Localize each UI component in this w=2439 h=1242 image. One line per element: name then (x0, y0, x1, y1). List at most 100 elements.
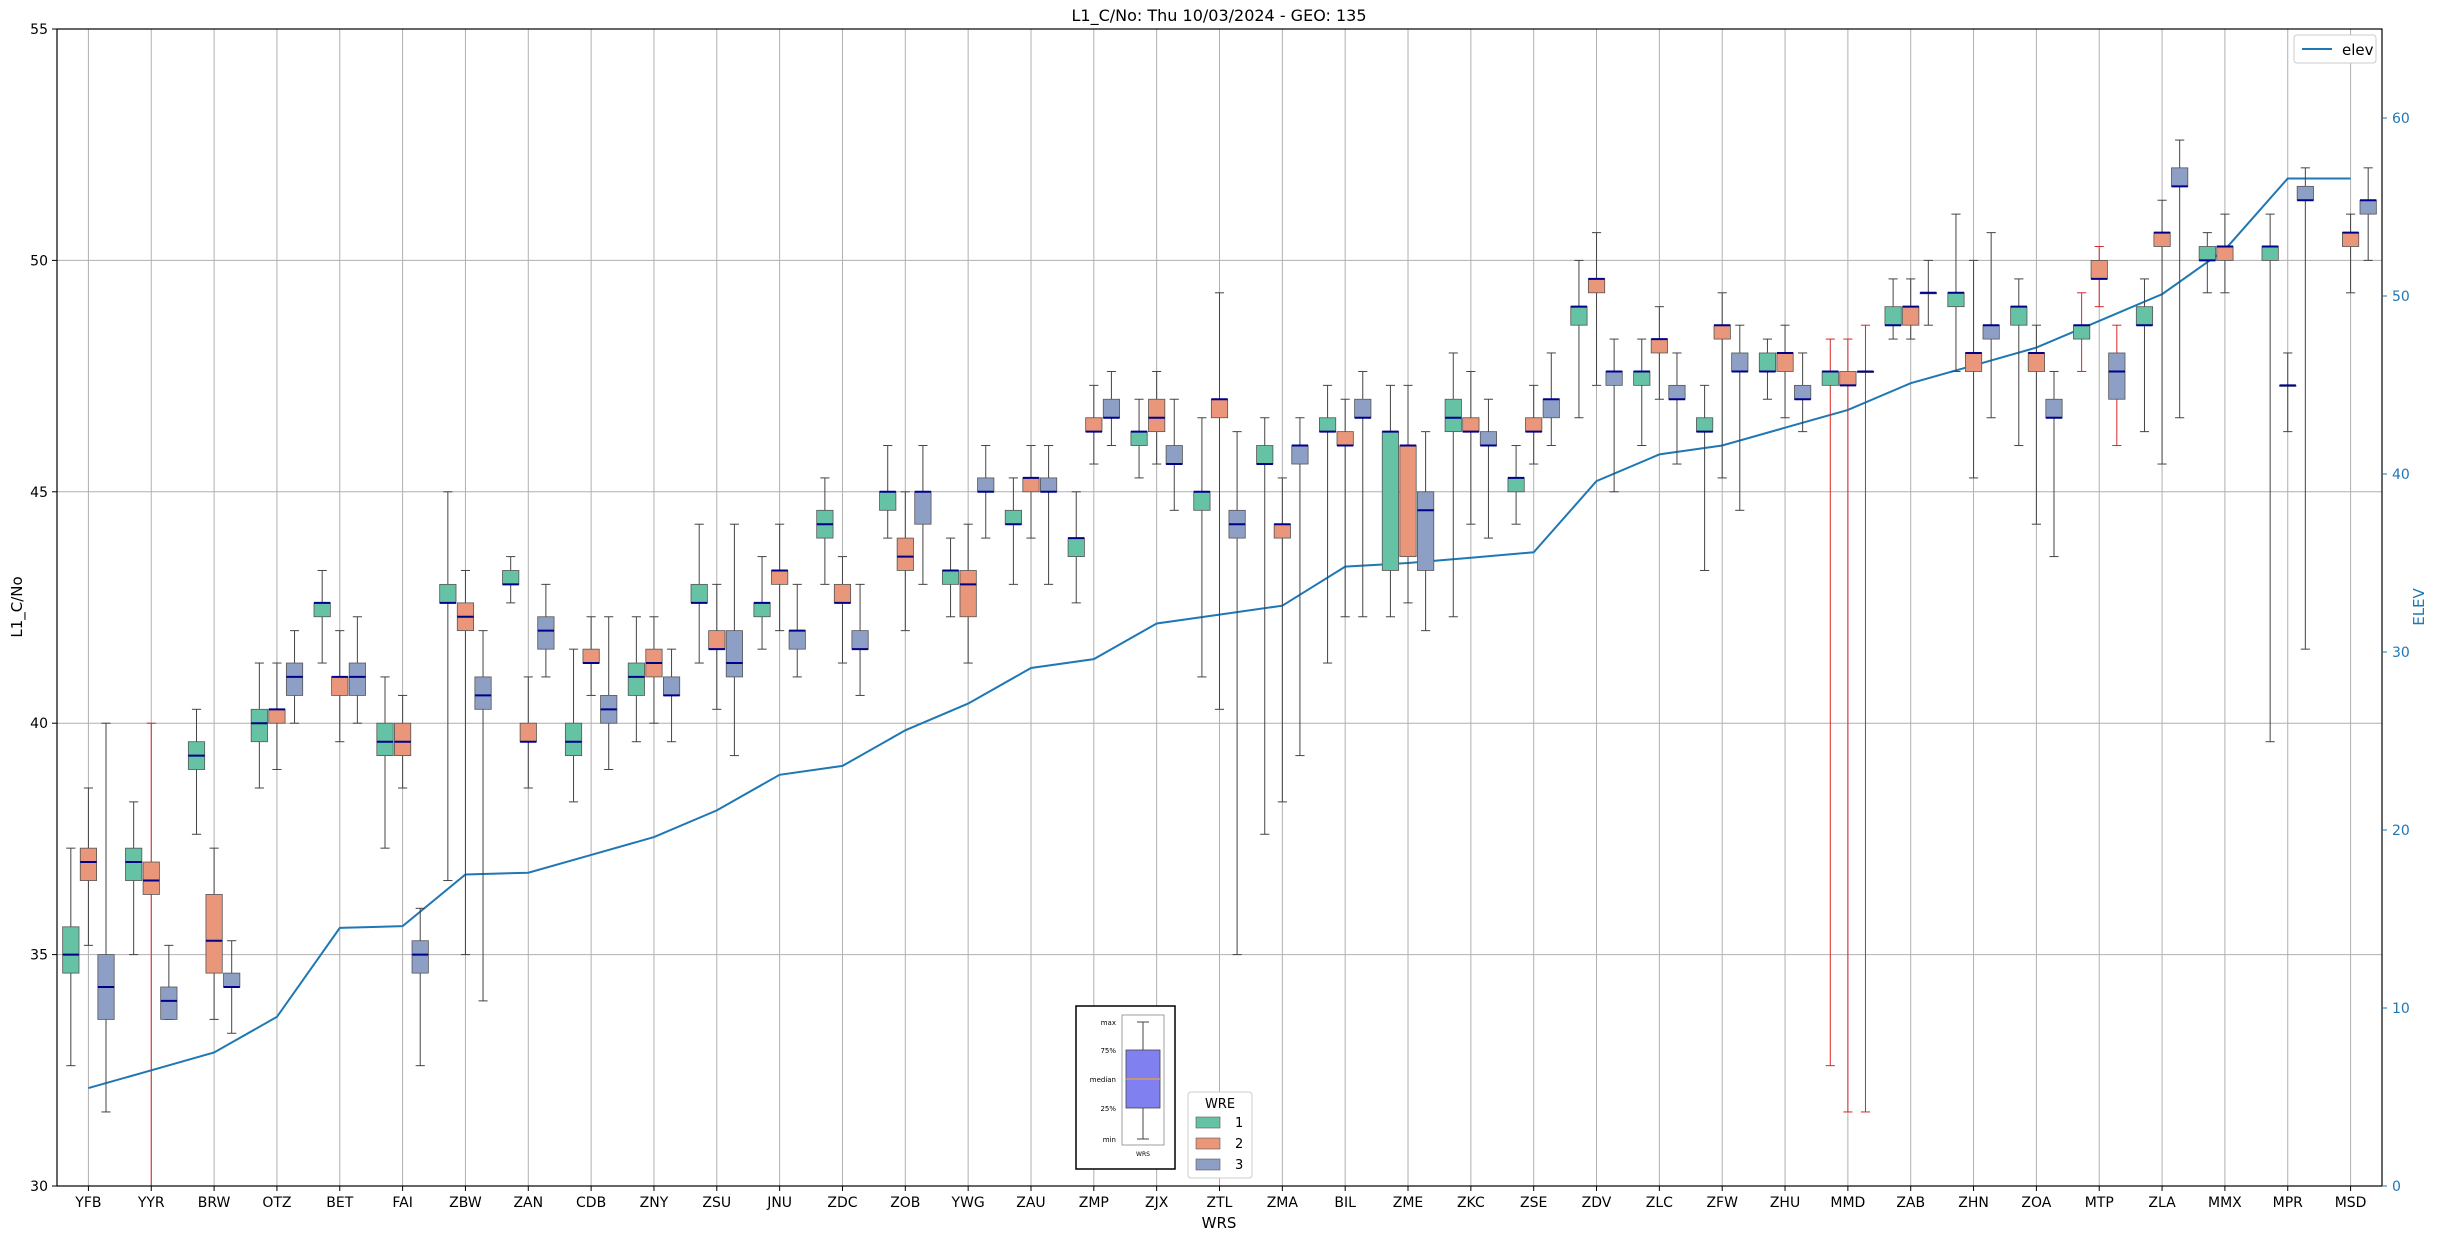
box-ZAU-wre3 (1040, 445, 1058, 585)
key-xlabel: WRS (1136, 1151, 1150, 1158)
x-tick-label: BRW (198, 1195, 231, 1211)
key-label-q3: 75% (1100, 1047, 1116, 1055)
box-body (564, 722, 583, 756)
x-tick-label: ZDV (1582, 1195, 1612, 1211)
box-body (2216, 246, 2234, 261)
box-body (690, 583, 708, 604)
y2-axis-label: ELEV (2410, 587, 2428, 625)
y-tick-label: 55 (30, 22, 48, 38)
box-body (439, 583, 457, 604)
x-tick-label: ZLA (2148, 1195, 2176, 1211)
box-ZTL-wre2 (1210, 292, 1229, 710)
wre-legend-swatch-1 (1195, 1116, 1221, 1129)
y-tick-label: 50 (30, 253, 48, 269)
boxplot-key: max 75% median 25% min WRS (1075, 1005, 1176, 1170)
box-body (2359, 199, 2377, 215)
x-tick-label: ZNY (640, 1195, 669, 1211)
box-ZLC-wre1 (1633, 338, 1651, 447)
box-body (1319, 417, 1337, 433)
box-ZLA-wre3 (2171, 139, 2189, 419)
box-ZFW-wre3 (1731, 324, 1749, 511)
box-ZOA-wre1 (2010, 278, 2028, 447)
box-OTZ-wre3 (285, 630, 304, 724)
box-body (142, 861, 160, 895)
x-tick-label: BET (326, 1195, 353, 1211)
box-body (474, 676, 492, 710)
x-tick-label: ZAB (1896, 1195, 1925, 1211)
box-MMD-wre3 (1856, 324, 1875, 1113)
x-tick-label: ZTL (1207, 1195, 1233, 1211)
box-ZOA-wre3 (2045, 370, 2063, 558)
box-ZMA-wre3 (1291, 417, 1309, 757)
box-body (1040, 477, 1058, 493)
box-ZKC-wre1 (1444, 352, 1462, 618)
box-ZSU-wre3 (725, 523, 743, 757)
box-body (125, 847, 143, 881)
axes: YFB YYR BRW OTZ BET FAI ZBW ZAN CDB ZNY ZSU JNU ZDC Z… (30, 22, 2410, 1211)
box-YWG-wre3 (977, 445, 995, 539)
box-body (1210, 398, 1229, 419)
x-tick-label: BIL (1334, 1195, 1356, 1211)
box-body (2090, 259, 2108, 280)
box-ZOB-wre1 (879, 445, 897, 539)
box-body (2153, 232, 2171, 247)
box-BIL-wre1 (1319, 384, 1337, 664)
box-MSD-wre2 (2342, 213, 2360, 294)
x-tick-label: ZSU (702, 1195, 731, 1211)
box-ZAU-wre1 (1004, 477, 1022, 585)
box-series (62, 139, 2377, 1187)
box-YYR-wre2 (142, 722, 160, 1187)
box-MSD-wre3 (2359, 167, 2377, 261)
box-body (79, 847, 97, 881)
x-tick-label: ZHN (1958, 1195, 1989, 1211)
box-body (1713, 324, 1731, 340)
box-YFB-wre3 (97, 722, 115, 1113)
box-body (1507, 477, 1525, 493)
box-body (896, 537, 914, 571)
x-tick-label: ZLC (1646, 1195, 1673, 1211)
box-body (268, 708, 286, 724)
box-ZFW-wre2 (1713, 292, 1731, 479)
box-FAI-wre3 (411, 907, 429, 1067)
box-MMX-wre2 (2216, 213, 2234, 294)
box-body (708, 630, 726, 650)
box-JNU-wre1 (753, 556, 771, 650)
box-ZAB-wre1 (1884, 278, 1902, 340)
x-tick-label: ZJX (1145, 1195, 1169, 1211)
x-tick-label: JNU (766, 1195, 792, 1211)
wre-legend-title: WRE (1205, 1097, 1235, 1112)
box-ZAB-wre3 (1919, 259, 1937, 326)
box-body (1336, 431, 1354, 446)
box-ZNY-wre3 (662, 648, 681, 743)
box-body (914, 491, 932, 525)
box-CDB-wre2 (582, 616, 600, 696)
box-body (1605, 371, 1623, 386)
wre-legend-swatch-2 (1195, 1137, 1221, 1150)
x-axis-label: WRS (1202, 1214, 1237, 1232)
box-YYR-wre1 (125, 801, 143, 956)
box-body (1004, 509, 1022, 525)
x-tick-label: YFB (74, 1195, 101, 1211)
box-body (1902, 306, 1920, 326)
box-body (160, 986, 178, 1020)
box-body (977, 477, 995, 493)
box-ZTL-wre3 (1228, 431, 1246, 956)
y2-tick-label: 10 (2392, 1001, 2410, 1017)
key-label-q1: 25% (1100, 1105, 1116, 1113)
y-tick-label: 35 (30, 948, 48, 964)
box-ZFW-wre1 (1696, 384, 1714, 571)
box-MPR-wre3b (2279, 352, 2297, 433)
box-body (223, 972, 241, 988)
box-ZOB-wre3 (914, 445, 932, 585)
x-tick-label: ZBW (449, 1195, 482, 1211)
box-body (331, 676, 349, 696)
box-body (62, 926, 80, 974)
box-ZHU-wre1 (1758, 338, 1777, 400)
box-ZMA-wre1 (1256, 417, 1274, 835)
box-BRW-wre3 (223, 940, 241, 1034)
y2-tick-label: 50 (2392, 289, 2410, 305)
box-BIL-wre2 (1336, 398, 1354, 618)
box-body (833, 583, 852, 604)
box-ZME-wre3 (1417, 431, 1435, 632)
